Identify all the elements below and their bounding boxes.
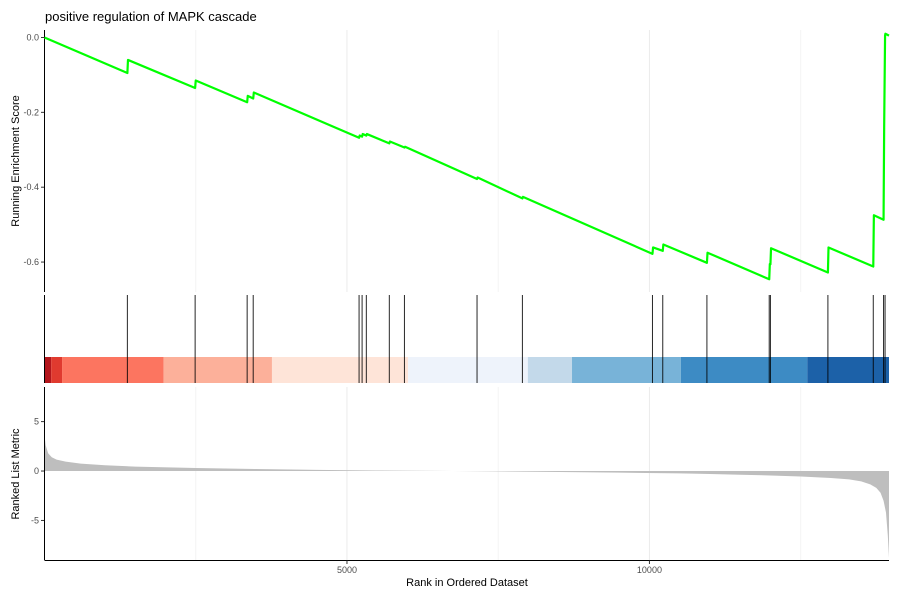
enrichment-y-tick-label: -0.2 [23,107,39,117]
ranked-grid [195,387,802,560]
rank-color-band [51,357,63,383]
rank-color-band [62,357,164,383]
ranked-y-tick-label: 0 [34,466,39,476]
ranked-y-axis-label: Ranked List Metric [10,428,22,520]
rank-color-band [807,357,889,383]
x-tick-label: 10000 [637,565,662,575]
rank-color-band [527,357,573,383]
enrichment-grid [195,30,802,292]
gene-hits-panel [44,295,889,383]
enrichment-y-tick-label: 0.0 [26,32,39,42]
enrichment-y-tick-label: -0.6 [23,257,39,267]
enrichment-y-tick-label: -0.4 [23,182,39,192]
rank-color-band [408,357,528,383]
ranked-metric-area [44,435,889,559]
ranked-y-tick-label: -5 [31,515,39,525]
enrichment-y-ticks: 0.0 -0.2 -0.4 -0.6 [23,32,45,267]
rank-color-band [680,357,808,383]
enrichment-score-line [44,32,890,281]
rank-color-band [572,357,681,383]
ranked-metric-panel: 5 0 -5 5000 10000 Ranked List Metric Rank i… [10,387,889,589]
rank-color-band [44,357,52,383]
gene-hit-lines [126,295,886,383]
ranked-y-ticks: 5 0 -5 [31,417,45,525]
x-ticks: 5000 10000 [337,560,662,575]
ranked-y-tick-label: 5 [34,417,39,427]
rank-color-bands [44,357,889,383]
x-tick-label: 5000 [337,565,357,575]
chart-title: positive regulation of MAPK cascade [45,9,257,24]
x-axis-label: Rank in Ordered Dataset [406,577,528,589]
rank-color-band [271,357,409,383]
rank-color-band [163,357,272,383]
enrichment-score-panel: 0.0 -0.2 -0.4 -0.6 Running Enrichment Score [10,30,890,292]
enrichment-y-axis-label: Running Enrichment Score [10,95,22,226]
